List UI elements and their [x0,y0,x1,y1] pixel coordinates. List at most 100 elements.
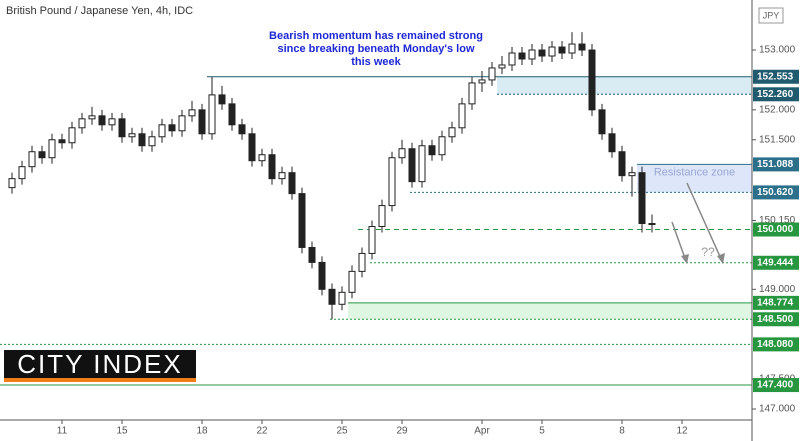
candle-body [638,172,646,225]
x-tick-label: 15 [116,426,128,437]
candle-body [328,288,336,305]
candle-body [238,124,246,135]
level-label: 150.620 [757,187,794,198]
y-tick-label: 151.500 [759,134,796,145]
candle-body [538,49,546,57]
level-label-box [753,312,799,327]
arrow [671,221,687,262]
logo-stripe [4,378,196,382]
level-label: 152.553 [757,71,794,82]
candle-body [348,270,356,293]
level-label: 148.080 [757,339,794,350]
level-label-box [753,157,799,172]
level-label-box [753,185,799,200]
candle-body [528,49,536,60]
plot-area [0,32,752,386]
candle-body [428,145,436,156]
candle-body [408,148,416,183]
arrow [686,182,723,262]
candle-body [218,94,226,105]
x-tick-label: 29 [396,426,408,437]
candle-body [358,252,366,272]
candle-body [188,109,196,117]
candle-body [148,136,156,147]
zone-label: Resistance zone [654,166,735,178]
level-label-box [753,295,799,310]
candle-body [438,136,446,156]
candle-body [228,103,236,126]
annotation: since breaking beneath Monday's low [278,43,475,55]
candle-body [158,124,166,138]
x-tick-label: 5 [539,426,545,437]
candle-body [518,52,526,60]
level-label: 148.500 [757,314,794,325]
candle-body [178,115,186,132]
candle-body [558,46,566,54]
candle-body [318,261,326,290]
x-tick-label: 8 [619,426,625,437]
candle-body [608,133,616,153]
level-label: 152.260 [757,89,794,100]
candle-body [128,133,136,138]
candle-body [268,154,276,180]
level-label: 150.000 [757,224,794,235]
candle-body [548,46,556,57]
chart-title: British Pound / Japanese Yen, 4h, IDC [6,5,193,17]
candle-body [338,291,346,305]
level-label-box [753,222,799,237]
x-tick-label: 25 [336,426,348,437]
arrow-head [717,253,725,264]
candle-body [18,166,26,180]
candle-body [118,118,126,138]
candle-body [478,79,486,84]
candle-body [58,139,66,144]
candle-body [398,148,406,159]
candle-body [568,43,576,54]
candle-body [258,154,266,162]
candle-body [108,118,116,126]
candle-body [378,205,386,228]
candle-body [78,118,86,129]
currency-box [758,7,784,24]
x-tick-label: 11 [57,426,68,437]
candle-body [308,246,316,263]
level-label-box [753,69,799,84]
x-tick-label: Apr [474,426,490,437]
candle-body [138,133,146,147]
logo: CITY INDEX [17,349,182,379]
y-tick-label: 152.000 [759,104,796,115]
x-tick-label: 12 [676,426,688,437]
candle-body [588,49,596,111]
y-tick-label: 150.150 [759,215,796,226]
y-tick-label: 149.000 [759,284,796,295]
x-tick-label: 18 [196,426,208,437]
zone [637,164,752,193]
candle-body [48,139,56,159]
level-label: 148.774 [757,297,794,308]
candle-body [598,109,606,135]
candle-body [368,226,376,254]
candle-body [418,145,426,183]
x-tick-label: 22 [256,426,268,437]
candle-body [288,172,296,195]
candle-body [88,115,96,120]
candle-body [488,67,496,81]
level-label-box [753,255,799,270]
candle-body [248,133,256,162]
candle-body [458,103,466,129]
zone [348,302,752,320]
candle-body [578,43,586,51]
candle-body [38,151,46,159]
y-tick-label: 153.000 [759,45,796,56]
zone [497,76,752,95]
candle-body [468,82,476,105]
candle-body [648,223,656,226]
candle-body [298,193,306,248]
candle-body [618,151,626,177]
annotation: Bearish momentum has remained strong [269,30,483,42]
candle-body [208,94,216,135]
annotation: this week [351,56,401,68]
candle-body [388,157,396,207]
candle-body [198,109,206,135]
